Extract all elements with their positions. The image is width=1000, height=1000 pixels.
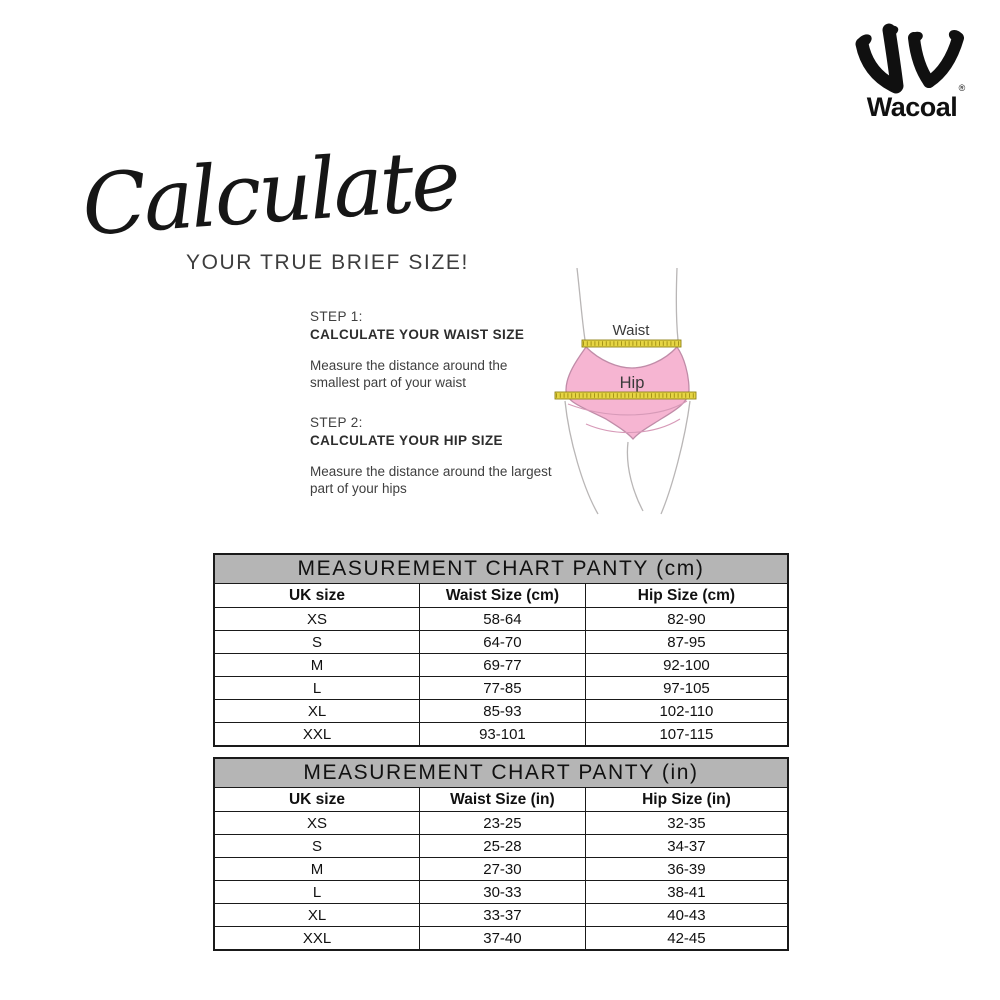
table-row: XL 85-93 102-110 <box>213 699 789 723</box>
table-row: S 64-70 87-95 <box>213 630 789 654</box>
wacoal-logo-icon: ® <box>855 23 966 94</box>
table-header-row: UK size Waist Size (in) Hip Size (in) <box>213 787 789 812</box>
hip-label: Hip <box>620 374 645 392</box>
waist-tape-icon <box>581 339 682 348</box>
brand-wordmark: Wacoal <box>866 92 958 122</box>
hip-size-cell: 102-110 <box>584 699 789 723</box>
hip-size-cell: 42-45 <box>584 926 789 951</box>
step-description: Measure the distance around the smallest… <box>310 357 580 391</box>
waist-size-cell: 33-37 <box>418 903 586 927</box>
step-title: CALCULATE YOUR HIP SIZE <box>310 433 503 448</box>
waist-size-cell: 85-93 <box>418 699 586 723</box>
waist-size-cell: 37-40 <box>418 926 586 951</box>
step-description-line: smallest part of your waist <box>310 375 467 390</box>
waist-size-cell: 30-33 <box>418 880 586 904</box>
waist-size-cell: 27-30 <box>418 857 586 881</box>
waist-size-cell: 25-28 <box>418 834 586 858</box>
step-label: STEP 2: <box>310 415 363 430</box>
hip-size-cell: 97-105 <box>584 676 789 700</box>
registered-trademark: ® <box>959 83 966 93</box>
step-title: CALCULATE YOUR WAIST SIZE <box>310 327 525 342</box>
uk-size-cell: XL <box>213 903 420 927</box>
left-leg-line <box>564 400 599 515</box>
uk-size-cell: L <box>213 880 420 904</box>
uk-size-cell: XS <box>213 811 420 835</box>
uk-size-cell: L <box>213 676 420 700</box>
column-header-uk-size: UK size <box>213 787 420 812</box>
hip-size-cell: 87-95 <box>584 630 789 654</box>
uk-size-cell: XXL <box>213 722 420 747</box>
measurement-figure-illustration: Waist Hip <box>554 268 697 515</box>
measurement-table-cm: MEASUREMENT CHART PANTY (cm) UK size Wai… <box>213 553 789 747</box>
uk-size-cell: XXL <box>213 926 420 951</box>
table-row: M 27-30 36-39 <box>213 857 789 881</box>
table-row: XS 23-25 32-35 <box>213 811 789 835</box>
hip-size-cell: 38-41 <box>584 880 789 904</box>
hip-size-cell: 40-43 <box>584 903 789 927</box>
step-label: STEP 1: <box>310 309 363 324</box>
hip-size-cell: 82-90 <box>584 607 789 631</box>
torso-left-line <box>576 268 586 341</box>
step-1: STEP 1: CALCULATE YOUR WAIST SIZE Measur… <box>310 308 580 391</box>
hip-size-cell: 32-35 <box>584 811 789 835</box>
panty-seam-line <box>585 418 681 434</box>
step-description-line: Measure the distance around the largest <box>310 464 552 479</box>
measurement-steps: STEP 1: CALCULATE YOUR WAIST SIZE Measur… <box>310 308 580 520</box>
measurement-table-in: MEASUREMENT CHART PANTY (in) UK size Wai… <box>213 757 789 951</box>
table-row: XL 33-37 40-43 <box>213 903 789 927</box>
torso-right-line <box>675 268 679 341</box>
waist-size-cell: 77-85 <box>418 676 586 700</box>
column-header-hip-size: Hip Size (cm) <box>584 583 789 608</box>
hip-tape-icon <box>554 391 697 400</box>
waist-label: Waist <box>613 322 651 339</box>
table-row: L 77-85 97-105 <box>213 676 789 700</box>
step-description-line: part of your hips <box>310 481 407 496</box>
column-header-uk-size: UK size <box>213 583 420 608</box>
table-row: XS 58-64 82-90 <box>213 607 789 631</box>
subtitle: YOUR TRUE BRIEF SIZE! <box>186 251 469 274</box>
table-title: MEASUREMENT CHART PANTY (cm) <box>213 553 789 584</box>
waist-size-cell: 69-77 <box>418 653 586 677</box>
table-row: M 69-77 92-100 <box>213 653 789 677</box>
uk-size-cell: XS <box>213 607 420 631</box>
hip-size-cell: 36-39 <box>584 857 789 881</box>
inner-thigh-line <box>626 441 644 512</box>
uk-size-cell: S <box>213 834 420 858</box>
table-title: MEASUREMENT CHART PANTY (in) <box>213 757 789 788</box>
uk-size-cell: M <box>213 653 420 677</box>
table-row: S 25-28 34-37 <box>213 834 789 858</box>
brand-logo: ® Wacoal <box>850 22 974 122</box>
uk-size-cell: S <box>213 630 420 654</box>
table-row: XXL 37-40 42-45 <box>213 926 789 951</box>
waist-size-cell: 58-64 <box>418 607 586 631</box>
step-description: Measure the distance around the largest … <box>310 463 580 497</box>
right-leg-line <box>660 400 691 515</box>
table-header-row: UK size Waist Size (cm) Hip Size (cm) <box>213 583 789 608</box>
column-header-waist-size: Waist Size (in) <box>418 787 586 812</box>
hip-size-cell: 107-115 <box>584 722 789 747</box>
script-title: Calculate <box>79 130 461 255</box>
table-row: L 30-33 38-41 <box>213 880 789 904</box>
column-header-hip-size: Hip Size (in) <box>584 787 789 812</box>
uk-size-cell: M <box>213 857 420 881</box>
waist-size-cell: 64-70 <box>418 630 586 654</box>
hip-size-cell: 34-37 <box>584 834 789 858</box>
step-2: STEP 2: CALCULATE YOUR HIP SIZE Measure … <box>310 414 580 497</box>
panty-seam-line <box>567 400 688 416</box>
step-description-line: Measure the distance around the <box>310 358 508 373</box>
waist-size-cell: 23-25 <box>418 811 586 835</box>
hip-size-cell: 92-100 <box>584 653 789 677</box>
uk-size-cell: XL <box>213 699 420 723</box>
table-row: XXL 93-101 107-115 <box>213 722 789 747</box>
column-header-waist-size: Waist Size (cm) <box>418 583 586 608</box>
waist-size-cell: 93-101 <box>418 722 586 747</box>
